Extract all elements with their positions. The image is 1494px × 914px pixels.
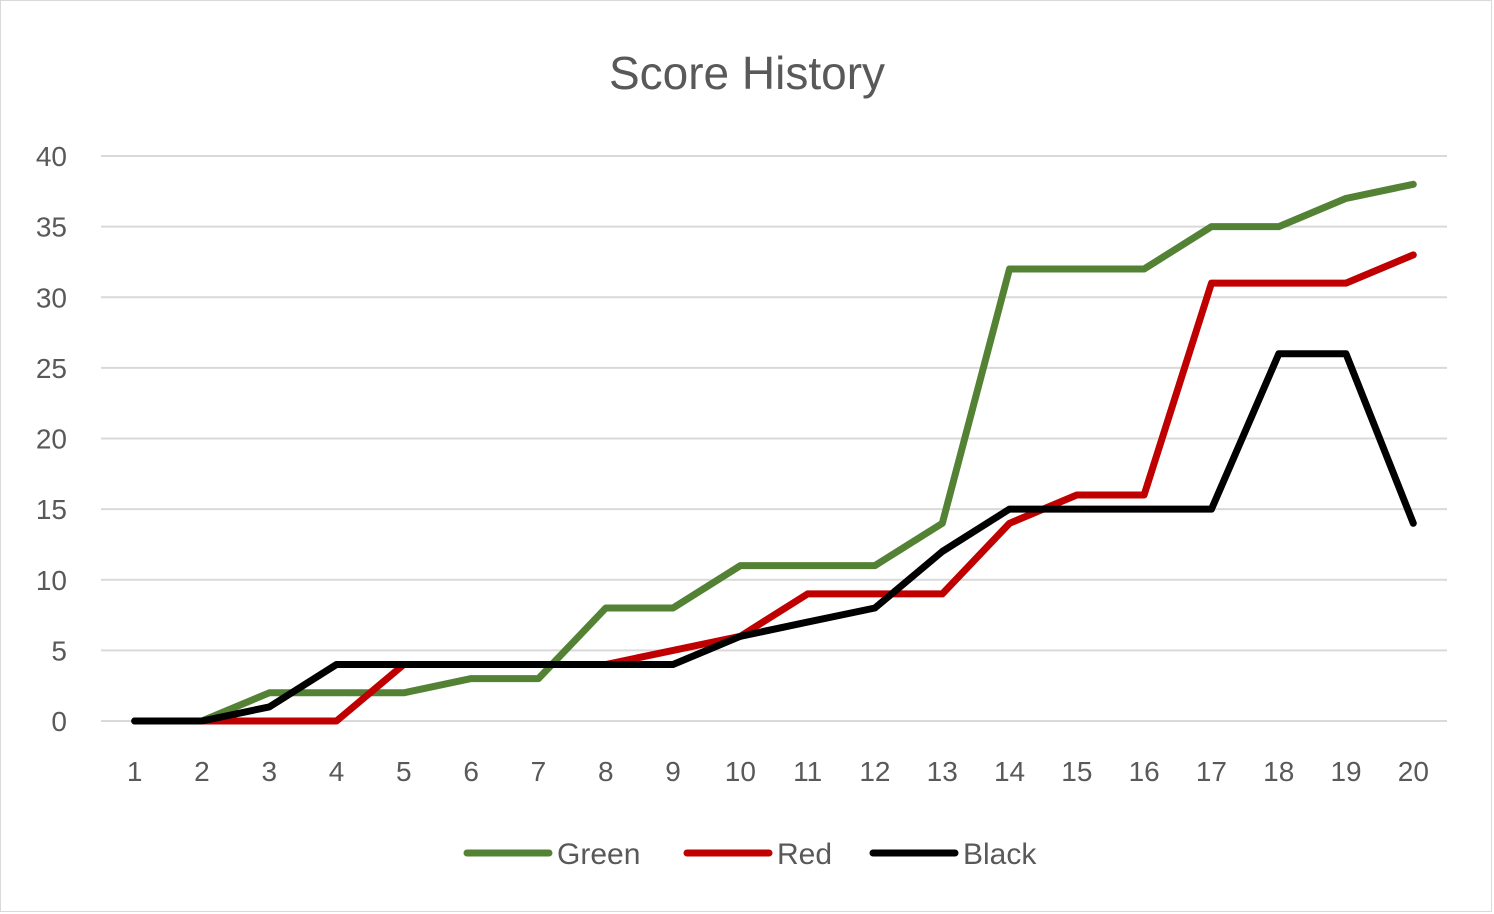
x-tick-label: 20 bbox=[1398, 756, 1429, 787]
y-tick-label: 25 bbox=[36, 353, 67, 384]
y-tick-label: 20 bbox=[36, 424, 67, 455]
x-tick-label: 1 bbox=[127, 756, 143, 787]
x-tick-label: 5 bbox=[396, 756, 412, 787]
legend-label-green: Green bbox=[557, 838, 640, 871]
y-tick-label: 0 bbox=[51, 706, 67, 737]
x-tick-label: 10 bbox=[725, 756, 756, 787]
x-tick-label: 7 bbox=[531, 756, 547, 787]
x-tick-label: 14 bbox=[994, 756, 1025, 787]
x-tick-label: 3 bbox=[261, 756, 277, 787]
y-tick-label: 30 bbox=[36, 282, 67, 313]
legend: Green Red Black bbox=[463, 838, 1037, 871]
legend-label-black: Black bbox=[963, 838, 1037, 871]
x-tick-label: 12 bbox=[859, 756, 890, 787]
series-lines bbox=[131, 180, 1417, 725]
chart-title: Score History bbox=[609, 47, 885, 99]
x-tick-label: 6 bbox=[463, 756, 479, 787]
legend-label-red: Red bbox=[777, 838, 832, 871]
x-tick-label: 18 bbox=[1263, 756, 1294, 787]
y-tick-label: 10 bbox=[36, 565, 67, 596]
x-tick-label: 4 bbox=[329, 756, 345, 787]
series-line-red bbox=[131, 251, 1417, 725]
x-axis-ticks: 1 2 3 4 5 6 7 8 9 10 11 12 13 14 15 16 17 18 19 20 bbox=[127, 756, 1429, 787]
x-tick-label: 2 bbox=[194, 756, 210, 787]
y-tick-label: 15 bbox=[36, 494, 67, 525]
x-tick-label: 13 bbox=[927, 756, 958, 787]
x-tick-label: 15 bbox=[1061, 756, 1092, 787]
x-tick-label: 19 bbox=[1330, 756, 1361, 787]
x-tick-label: 16 bbox=[1129, 756, 1160, 787]
series-line-black bbox=[131, 350, 1417, 725]
gridlines bbox=[101, 155, 1447, 722]
x-tick-label: 11 bbox=[793, 756, 822, 787]
y-tick-label: 40 bbox=[36, 141, 67, 172]
x-tick-label: 17 bbox=[1196, 756, 1227, 787]
y-axis-ticks: 0 5 10 15 20 25 30 35 40 bbox=[36, 141, 67, 737]
y-tick-label: 5 bbox=[51, 635, 67, 666]
series-line-green bbox=[131, 180, 1417, 725]
y-tick-label: 35 bbox=[36, 212, 67, 243]
x-tick-label: 9 bbox=[665, 756, 681, 787]
x-tick-label: 8 bbox=[598, 756, 614, 787]
